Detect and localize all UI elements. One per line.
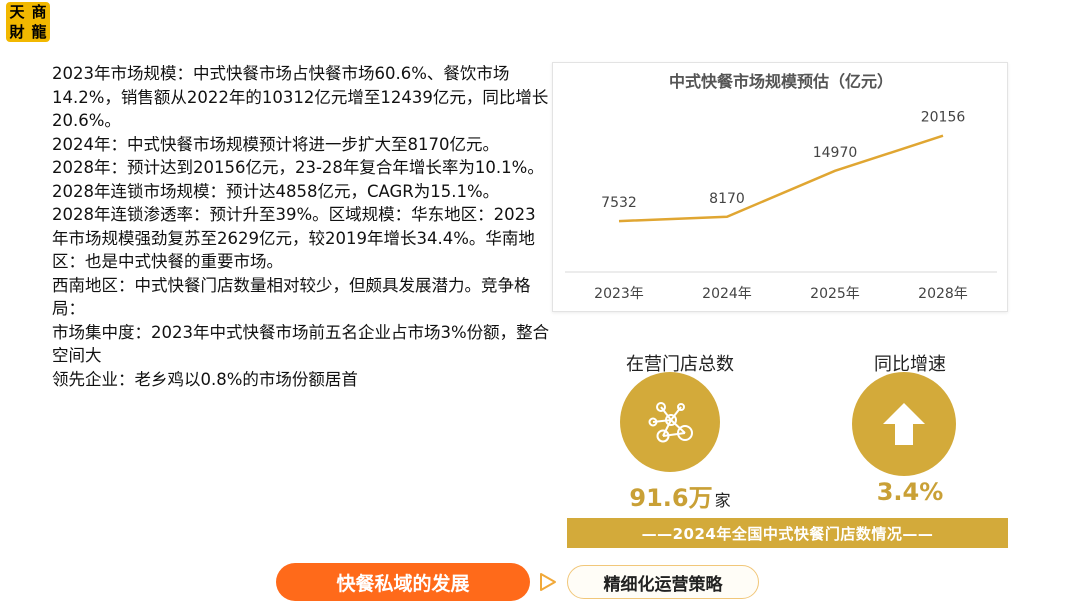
stores-total-value: 91.6万家 bbox=[600, 478, 760, 513]
paragraph-southwest: 西南地区：中式快餐门店数量相对较少，但颇具发展潜力。竞争格局： bbox=[52, 275, 531, 319]
private-domain-pill[interactable]: 快餐私域的发展 bbox=[276, 563, 530, 601]
up-arrow-icon bbox=[883, 403, 925, 445]
x-tick-label: 2024年 bbox=[702, 286, 752, 302]
x-tick-label: 2025年 bbox=[810, 286, 860, 302]
refined-operation-pill[interactable]: 精细化运营策略 bbox=[567, 565, 759, 599]
store-count-banner: ——2024年全国中式快餐门店数情况—— bbox=[567, 518, 1008, 548]
market-size-chart: 中式快餐市场规模预估（亿元） 7532 2023年 8170 2024年 14970 20… bbox=[552, 62, 1008, 312]
stores-total-label: 在营门店总数 bbox=[626, 354, 734, 375]
paragraph-2024: 2024年：中式快餐市场规模预计将进一步扩大至8170亿元。 bbox=[52, 134, 499, 154]
series-line bbox=[618, 134, 944, 223]
paragraph-leader: 领先企业：老乡鸡以0.8%的市场份额居首 bbox=[52, 369, 358, 389]
stores-unit: 家 bbox=[714, 491, 731, 510]
logo-char: 財 bbox=[9, 22, 25, 41]
x-tick-label: 2028年 bbox=[918, 286, 968, 302]
growth-rate-label: 同比增速 bbox=[874, 354, 946, 375]
network-nodes-icon bbox=[648, 402, 693, 443]
logo-char: 龍 bbox=[31, 22, 47, 41]
x-tick-label: 2023年 bbox=[594, 286, 644, 302]
paragraph-concentration: 市场集中度：2023年中式快餐市场前五名企业占市场3%份额，整合空间大 bbox=[52, 322, 550, 366]
line-chart: 中式快餐市场规模预估（亿元） 7532 2023年 8170 2024年 14970 20… bbox=[565, 72, 997, 302]
data-label: 14970 bbox=[813, 145, 858, 161]
logo: 天 商 財 龍 bbox=[6, 2, 50, 42]
logo-char: 天 bbox=[9, 2, 25, 21]
paragraph-chain-penetration: 2028年连锁渗透率：预计升至39%。区域规模：华东地区：2023年市场规模强劲… bbox=[52, 205, 536, 271]
stores-number: 91.6万 bbox=[629, 484, 713, 512]
paragraph-2023-market-size: 2023年市场规模：中式快餐市场占快餐市场60.6%、餐饮市场14.2%，销售额… bbox=[52, 64, 549, 130]
data-label: 8170 bbox=[709, 191, 745, 207]
growth-rate-value: 3.4% bbox=[876, 478, 944, 506]
growth-circle bbox=[852, 372, 956, 476]
data-label: 7532 bbox=[601, 195, 637, 211]
chart-title: 中式快餐市场规模预估（亿元） bbox=[669, 72, 893, 91]
logo-char: 商 bbox=[31, 2, 47, 21]
data-label: 20156 bbox=[921, 110, 966, 126]
paragraph-2028: 2028年：预计达到20156亿元，23-28年复合年增长率为10.1%。202… bbox=[52, 158, 544, 201]
stores-circle bbox=[620, 372, 720, 472]
play-arrow-icon bbox=[540, 573, 556, 591]
market-summary-text: 2023年市场规模：中式快餐市场占快餐市场60.6%、餐饮市场14.2%，销售额… bbox=[52, 62, 552, 391]
